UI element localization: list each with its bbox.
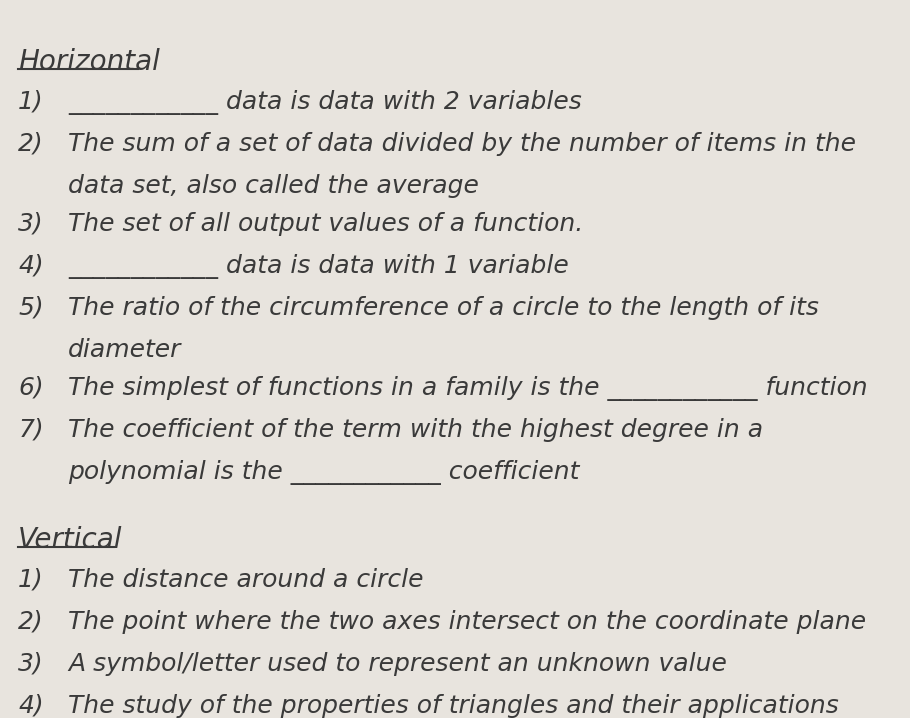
Text: 1): 1): [18, 568, 44, 592]
Text: polynomial is the ____________ coefficient: polynomial is the ____________ coefficie…: [68, 460, 580, 485]
Text: Horizontal: Horizontal: [18, 48, 160, 76]
Text: The simplest of functions in a family is the ____________ function: The simplest of functions in a family is…: [68, 376, 868, 401]
Text: 6): 6): [18, 376, 44, 400]
Text: 1): 1): [18, 90, 44, 114]
Text: The sum of a set of data divided by the number of items in the: The sum of a set of data divided by the …: [68, 132, 856, 156]
Text: ____________ data is data with 1 variable: ____________ data is data with 1 variabl…: [68, 254, 569, 279]
Text: ____________ data is data with 2 variables: ____________ data is data with 2 variabl…: [68, 90, 582, 115]
Text: The coefficient of the term with the highest degree in a: The coefficient of the term with the hig…: [68, 418, 763, 442]
Text: diameter: diameter: [68, 338, 182, 362]
Text: 3): 3): [18, 212, 44, 236]
Text: The distance around a circle: The distance around a circle: [68, 568, 424, 592]
Text: data set, also called the average: data set, also called the average: [68, 174, 480, 198]
Text: 3): 3): [18, 652, 44, 676]
Text: Vertical: Vertical: [18, 526, 123, 554]
Text: 4): 4): [18, 254, 44, 278]
Text: The set of all output values of a function.: The set of all output values of a functi…: [68, 212, 583, 236]
Text: 5): 5): [18, 296, 44, 320]
Text: 4): 4): [18, 694, 44, 718]
Text: 2): 2): [18, 132, 44, 156]
Text: The study of the properties of triangles and their applications: The study of the properties of triangles…: [68, 694, 839, 718]
Text: 2): 2): [18, 610, 44, 634]
Text: The ratio of the circumference of a circle to the length of its: The ratio of the circumference of a circ…: [68, 296, 819, 320]
Text: 7): 7): [18, 418, 44, 442]
Text: The point where the two axes intersect on the coordinate plane: The point where the two axes intersect o…: [68, 610, 866, 634]
Text: A symbol/letter used to represent an unknown value: A symbol/letter used to represent an unk…: [68, 652, 727, 676]
